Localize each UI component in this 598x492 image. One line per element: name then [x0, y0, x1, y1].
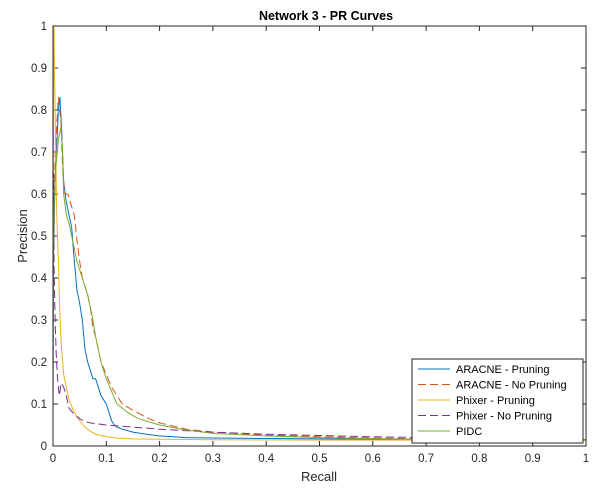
- x-tick-label: 0.8: [471, 453, 487, 465]
- x-tick-label: 1: [583, 453, 589, 465]
- x-tick-label: 0.1: [98, 453, 114, 465]
- y-tick-label: 0.4: [31, 273, 48, 285]
- legend-label: Phixer - Pruning: [456, 395, 535, 407]
- y-tick-label: 0.3: [31, 315, 47, 327]
- series-line: [52, 172, 587, 441]
- y-tick-label: 0.9: [31, 63, 47, 75]
- legend-label: ARACNE - No Pruning: [456, 380, 567, 392]
- x-tick-label: 0: [50, 453, 56, 465]
- y-tick-label: 0: [41, 441, 47, 453]
- x-axis: 0 0.1 0.2 0.3 0.4 0.5 0.6 0.7 0.8 0.9 1: [50, 26, 589, 465]
- y-tick-label: 0.6: [31, 189, 47, 201]
- y-tick-label: 0.1: [31, 399, 47, 411]
- y-tick-label: 0.8: [31, 105, 47, 117]
- x-tick-label: 0.4: [258, 453, 275, 465]
- series-line: [52, 126, 586, 441]
- legend-label: Phixer - No Pruning: [456, 411, 552, 423]
- y-tick-label: 1: [41, 21, 47, 33]
- x-tick-label: 0.6: [365, 453, 381, 465]
- legend-box: [411, 358, 584, 444]
- legend-label: PIDC: [456, 426, 482, 438]
- axes-box: [52, 25, 587, 447]
- x-axis-label: Recall: [301, 469, 337, 484]
- y-axis-label: Precision: [15, 209, 30, 262]
- legend: ARACNE - Pruning ARACNE - No Pruning Phixe…: [411, 358, 584, 444]
- x-tick-label: 0.9: [525, 453, 541, 465]
- series-layer: [52, 25, 587, 442]
- y-axis: 0 0.1 0.2 0.3 0.4 0.5 0.6 0.7 0.8 0.9 1: [31, 21, 586, 453]
- x-tick-label: 0.5: [312, 453, 328, 465]
- y-tick-label: 0.5: [31, 231, 47, 243]
- legend-label: ARACNE - Pruning: [456, 364, 550, 376]
- x-tick-label: 0.3: [205, 453, 221, 465]
- x-tick-label: 0.2: [152, 453, 168, 465]
- x-tick-label: 0.7: [418, 453, 434, 465]
- y-tick-label: 0.7: [31, 147, 47, 159]
- chart-title: Network 3 - PR Curves: [259, 9, 393, 23]
- y-tick-label: 0.2: [31, 357, 47, 369]
